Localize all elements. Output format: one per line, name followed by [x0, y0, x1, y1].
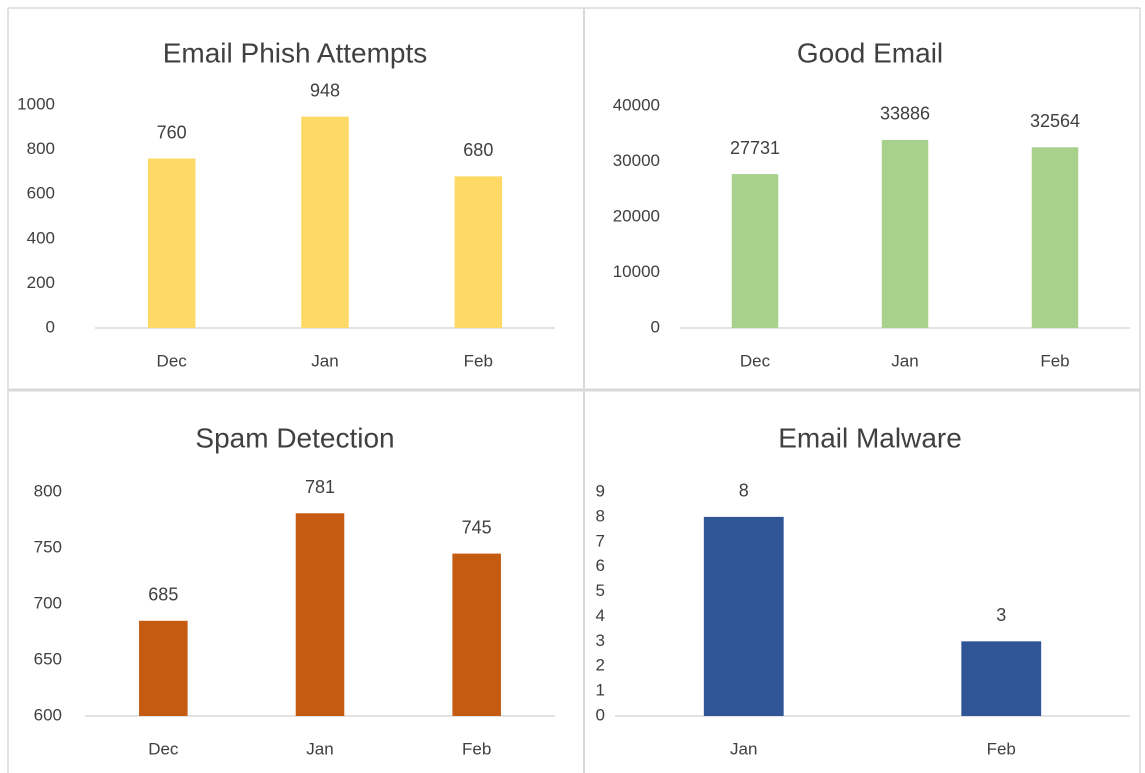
y-tick-label: 200 — [27, 273, 55, 292]
y-tick-label: 600 — [27, 184, 55, 203]
data-label: 948 — [310, 80, 340, 100]
y-tick-label: 40000 — [613, 95, 660, 114]
data-label: 760 — [157, 122, 187, 142]
y-tick-label: 8 — [596, 506, 605, 525]
bar — [731, 174, 779, 328]
x-tick-label: Jan — [891, 351, 918, 370]
y-tick-label: 650 — [34, 649, 62, 668]
y-tick-label: 4 — [596, 606, 605, 625]
y-tick-label: 400 — [27, 228, 55, 247]
bar — [961, 641, 1042, 716]
data-label: 8 — [739, 481, 749, 501]
bar — [452, 553, 501, 716]
bar — [881, 139, 929, 328]
x-tick-label: Feb — [464, 351, 493, 370]
y-tick-label: 800 — [34, 481, 62, 500]
x-tick-label: Jan — [311, 351, 338, 370]
x-tick-label: Dec — [740, 351, 771, 370]
y-tick-label: 0 — [46, 317, 55, 336]
data-label: 3 — [996, 605, 1006, 625]
y-tick-label: 600 — [34, 705, 62, 724]
x-tick-label: Dec — [157, 351, 188, 370]
bar — [147, 158, 196, 328]
y-tick-label: 0 — [651, 317, 660, 336]
data-label: 781 — [305, 477, 335, 497]
bar — [1031, 147, 1079, 328]
data-label: 32564 — [1030, 111, 1080, 131]
y-tick-label: 6 — [596, 556, 605, 575]
y-tick-label: 30000 — [613, 151, 660, 170]
y-tick-label: 750 — [34, 537, 62, 556]
data-label: 27731 — [730, 138, 780, 158]
bar — [139, 620, 188, 716]
y-tick-label: 0 — [596, 705, 605, 724]
bar — [295, 513, 345, 716]
data-label: 680 — [463, 140, 493, 160]
x-tick-label: Feb — [1040, 351, 1069, 370]
y-tick-label: 10000 — [613, 262, 660, 281]
x-tick-label: Feb — [462, 739, 491, 758]
data-label: 33886 — [880, 104, 930, 124]
x-tick-label: Jan — [306, 739, 333, 758]
chart-title: Email Phish Attempts — [163, 37, 428, 68]
y-tick-label: 9 — [596, 481, 605, 500]
chart-title: Good Email — [797, 37, 943, 68]
bar — [301, 116, 349, 328]
y-tick-label: 3 — [596, 631, 605, 650]
chart-title: Email Malware — [778, 422, 962, 453]
x-tick-label: Jan — [730, 739, 757, 758]
y-tick-label: 700 — [34, 593, 62, 612]
y-tick-label: 20000 — [613, 206, 660, 225]
bar — [454, 176, 503, 328]
y-tick-label: 2 — [596, 656, 605, 675]
y-tick-label: 7 — [596, 531, 605, 550]
y-tick-label: 5 — [596, 581, 605, 600]
x-tick-label: Feb — [987, 739, 1016, 758]
y-tick-label: 1 — [596, 681, 605, 700]
x-tick-label: Dec — [148, 739, 179, 758]
data-label: 685 — [148, 585, 178, 605]
chart-title: Spam Detection — [195, 422, 394, 453]
y-tick-label: 1000 — [17, 94, 55, 113]
data-label: 745 — [462, 517, 492, 537]
bar — [703, 516, 784, 716]
y-tick-label: 800 — [27, 139, 55, 158]
